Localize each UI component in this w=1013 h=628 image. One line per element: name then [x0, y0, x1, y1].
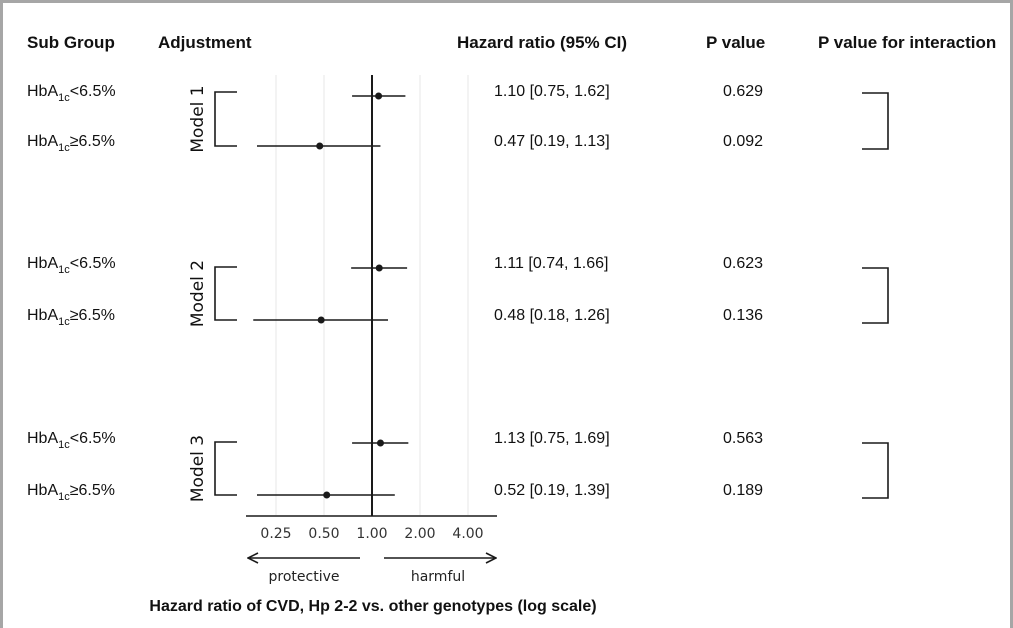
model-label: Model 1: [188, 85, 208, 152]
subgroup-threshold: ≥6.5%: [69, 133, 115, 150]
subgroup-label: HbA1c≥6.5%: [27, 133, 115, 154]
subgroup-label: HbA1c<6.5%: [27, 430, 116, 451]
subgroup-threshold: ≥6.5%: [69, 482, 115, 499]
point-estimate: [317, 316, 325, 324]
model-bracket: [214, 91, 237, 147]
p-value: 0.189: [722, 482, 764, 499]
model-bracket: [214, 266, 237, 321]
subgroup-threshold: <6.5%: [69, 430, 116, 447]
subgroup-threshold: <6.5%: [69, 83, 116, 100]
subgroup-prefix: HbA: [27, 133, 59, 150]
point-estimate: [323, 491, 331, 499]
subgroup-prefix: HbA: [27, 255, 59, 272]
p-value: 0.563: [722, 430, 764, 447]
model-label: Model 2: [188, 260, 208, 327]
interaction-bracket: [862, 442, 889, 499]
subgroup-label: HbA1c≥6.5%: [27, 482, 115, 503]
subgroup-subscript: 1c: [58, 491, 70, 503]
subgroup-prefix: HbA: [27, 83, 59, 100]
header-adjustment: Adjustment: [158, 33, 252, 52]
interaction-bracket: [862, 267, 889, 324]
header-p-interaction: P value for interaction: [818, 33, 997, 52]
interaction-bracket: [862, 92, 889, 150]
hazard-ratio-ci: 1.10 [0.75, 1.62]: [494, 83, 610, 100]
model-bracket: [214, 441, 237, 496]
label-protective: protective: [269, 569, 340, 585]
p-value: 0.623: [722, 255, 764, 272]
p-value: 0.092: [722, 133, 764, 150]
hazard-ratio-ci: 0.52 [0.19, 1.39]: [494, 482, 610, 499]
hazard-ratio-ci: 1.13 [0.75, 1.69]: [494, 430, 610, 447]
hazard-ratio-ci: 0.48 [0.18, 1.26]: [494, 307, 610, 324]
point-estimate: [375, 92, 383, 100]
subgroup-subscript: 1c: [58, 142, 70, 154]
p-value: 0.136: [722, 307, 764, 324]
subgroup-subscript: 1c: [58, 316, 70, 328]
point-estimate: [376, 439, 384, 447]
hazard-ratio-ci: 1.11 [0.74, 1.66]: [494, 255, 609, 272]
subgroup-prefix: HbA: [27, 430, 59, 447]
p-value: 0.629: [722, 83, 764, 100]
point-estimate: [375, 264, 383, 272]
subgroup-threshold: <6.5%: [69, 255, 116, 272]
tick-label: 0.50: [308, 526, 339, 542]
subgroup-label: HbA1c≥6.5%: [27, 307, 115, 328]
subgroup-prefix: HbA: [27, 482, 59, 499]
subgroup-subscript: 1c: [58, 264, 70, 276]
subgroup-label: HbA1c<6.5%: [27, 255, 116, 276]
x-axis-title: Hazard ratio of CVD, Hp 2-2 vs. other ge…: [149, 598, 597, 615]
subgroup-subscript: 1c: [58, 92, 70, 104]
tick-label: 2.00: [404, 526, 435, 542]
tick-label: 0.25: [260, 526, 291, 542]
header-hazard-ratio: Hazard ratio (95% CI): [457, 33, 628, 52]
tick-label: 4.00: [452, 526, 483, 542]
subgroup-label: HbA1c<6.5%: [27, 83, 116, 104]
tick-label: 1.00: [356, 526, 387, 542]
subgroup-subscript: 1c: [58, 439, 70, 451]
point-estimate: [316, 142, 324, 150]
header-sub-group: Sub Group: [27, 33, 115, 52]
hazard-ratio-ci: 0.47 [0.19, 1.13]: [494, 133, 610, 150]
subgroup-prefix: HbA: [27, 307, 59, 324]
subgroup-threshold: ≥6.5%: [69, 307, 115, 324]
label-harmful: harmful: [411, 569, 465, 585]
header-p-value: P value: [706, 33, 766, 52]
model-label: Model 3: [188, 435, 208, 502]
